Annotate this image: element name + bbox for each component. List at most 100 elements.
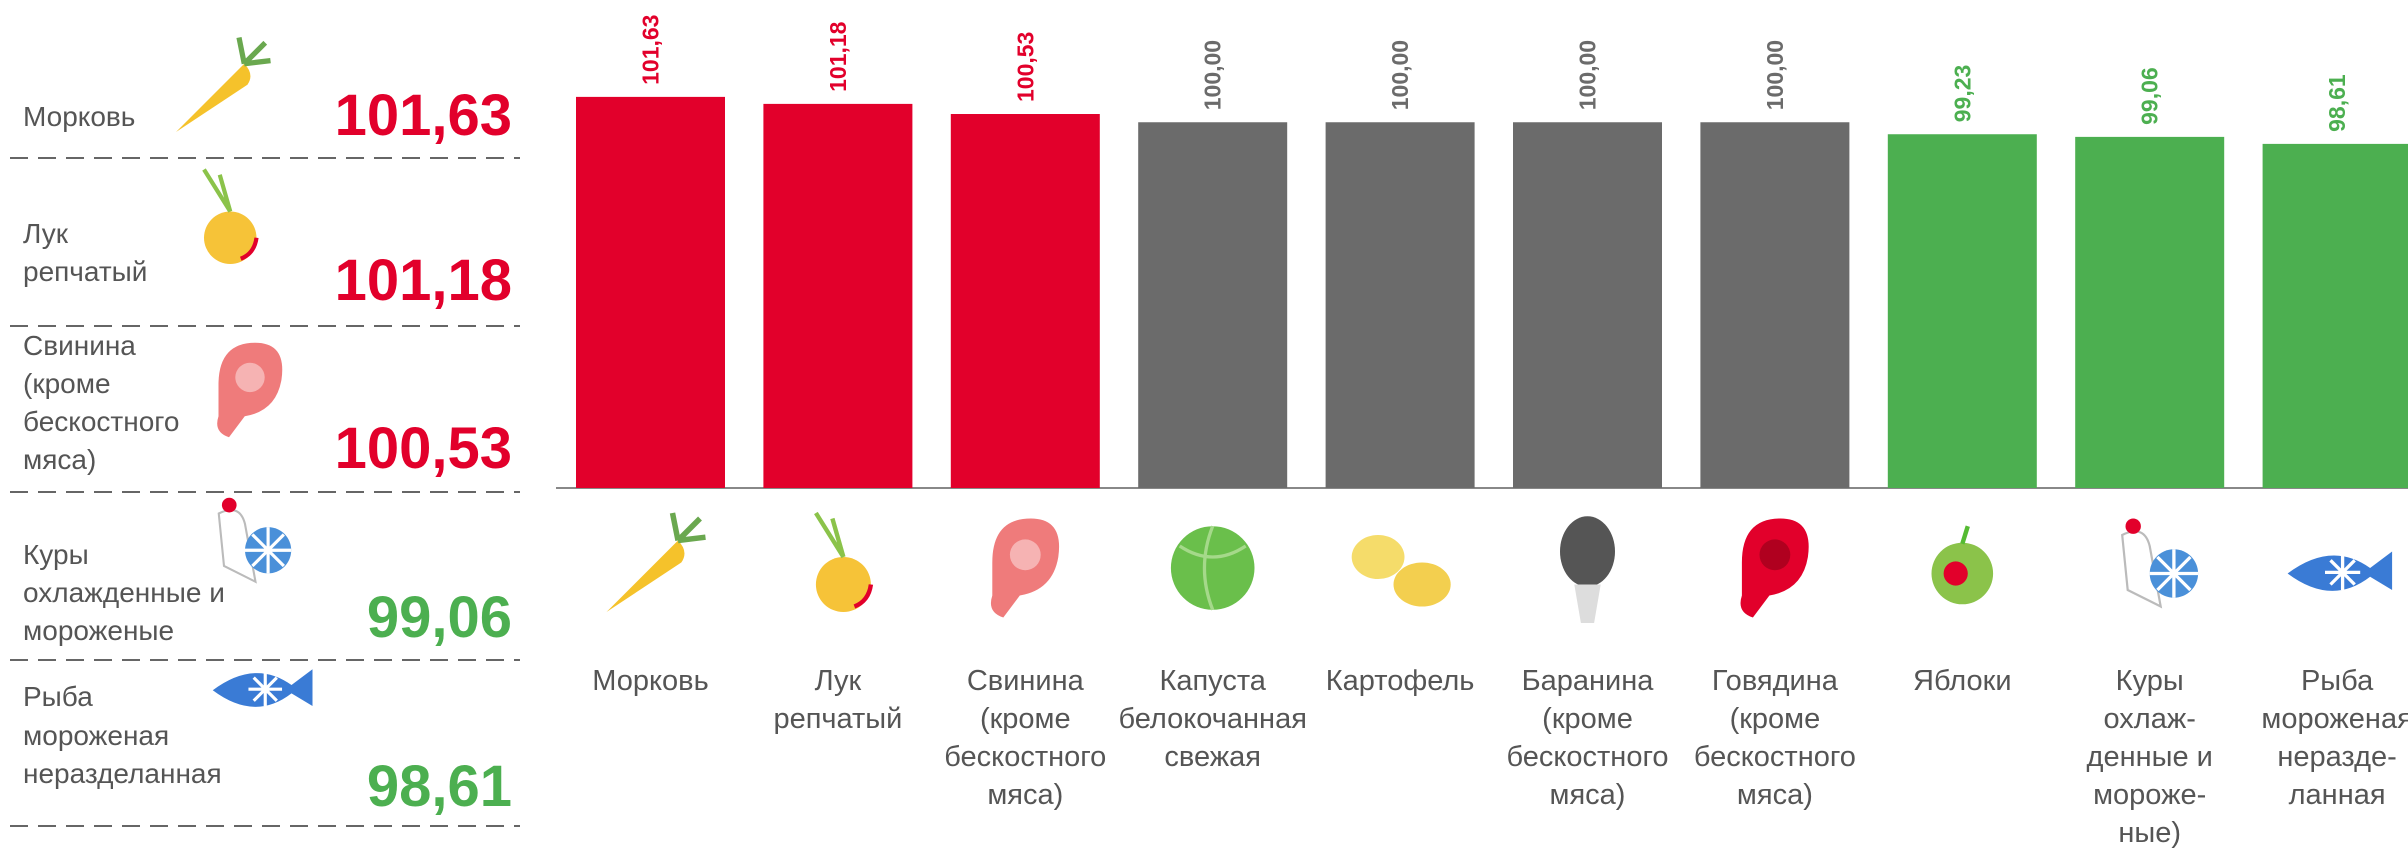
row-value: 99,06 (367, 585, 512, 650)
value-label: 100,00 (1575, 40, 1601, 110)
value-label: 99,23 (1949, 65, 1975, 123)
icon (1560, 516, 1615, 623)
x-tick-label: ные) (2118, 817, 2181, 849)
row-label: Морковь (23, 101, 135, 132)
icon (2288, 552, 2393, 591)
icon-part (1010, 539, 1041, 570)
bar (2075, 137, 2224, 488)
row-label: Рыба (23, 681, 93, 712)
row-label: мороженая (23, 720, 169, 751)
icon-part (1944, 561, 1968, 585)
row-value: 100,53 (335, 416, 512, 481)
value-label: 100,00 (1762, 40, 1788, 110)
row-value: 101,63 (335, 83, 512, 148)
x-tick-label: охлаж- (2103, 703, 2195, 735)
x-tick-label: свежая (1164, 741, 1261, 773)
x-tick-label: Капуста (1159, 665, 1266, 697)
icon (213, 669, 313, 707)
row-label: Лук (23, 218, 69, 249)
x-tick-label: бескостного (1694, 741, 1856, 773)
icon (1932, 526, 1994, 604)
x-tick-label: Говядина (1712, 665, 1839, 697)
x-tick-label: Рыба (2301, 665, 2374, 697)
row-label: неразделанная (23, 758, 222, 789)
value-label: 100,00 (1387, 40, 1413, 110)
x-tick-label: Свинина (967, 665, 1085, 697)
icon-part (1171, 526, 1255, 610)
icon-part (1394, 563, 1451, 607)
icon (816, 513, 871, 612)
icon-part (673, 513, 706, 541)
value-label: 98,61 (2324, 74, 2350, 132)
x-tick-label: мяса) (1737, 779, 1813, 811)
bar (576, 97, 725, 488)
x-tick-label: ланная (2289, 779, 2386, 811)
x-tick-label: Яблоки (1913, 665, 2012, 697)
x-tick-label: бескостного (944, 741, 1106, 773)
row-label: мяса) (23, 444, 96, 475)
x-tick-label: Лук (815, 665, 862, 697)
x-tick-label: неразде- (2277, 741, 2396, 773)
x-tick-label: мяса) (987, 779, 1063, 811)
row-value: 98,61 (367, 754, 512, 819)
icon-part (1760, 539, 1791, 570)
row-label: (кроме (23, 368, 111, 399)
bar (1888, 134, 2037, 488)
bar (1513, 122, 1662, 488)
row-value: 101,18 (335, 248, 512, 313)
icon-part (235, 363, 264, 392)
x-tick-label: денные и (2087, 741, 2213, 773)
x-tick-label: (кроме (1730, 703, 1821, 735)
icon (217, 343, 282, 438)
x-tick-label: Картофель (1326, 665, 1475, 697)
icon-part (222, 498, 237, 513)
icon (204, 170, 257, 265)
icon (991, 519, 1059, 618)
x-tick-label: Баранина (1522, 665, 1655, 697)
x-tick-label: (кроме (1542, 703, 1633, 735)
icon-part (816, 513, 844, 557)
x-tick-label: репчатый (773, 703, 902, 735)
row-label: репчатый (23, 256, 147, 287)
row-label: мороженые (23, 615, 174, 646)
page: 101,63 Морковь 101,18 Лук репчатый 100,53 Свин… (0, 0, 2408, 849)
icon (2122, 519, 2198, 607)
bar (2263, 144, 2408, 488)
value-label: 101,63 (638, 15, 664, 85)
icon-part (1574, 585, 1600, 624)
x-tick-label: Куры (2116, 665, 2184, 697)
icon-part (1352, 535, 1405, 579)
value-label: 101,18 (825, 21, 851, 92)
x-tick-label: Морковь (592, 665, 708, 697)
icon (176, 38, 271, 133)
x-tick-label: мороженая (2261, 703, 2408, 735)
x-tick-label: (кроме (980, 703, 1071, 735)
icon-part (607, 541, 685, 613)
row-label: Свинина (23, 330, 136, 361)
icon-part (1560, 516, 1615, 586)
x-tick-label: мяса) (1550, 779, 1626, 811)
value-label: 100,53 (1012, 32, 1038, 102)
row-label: бескостного (23, 406, 179, 437)
icon-part (239, 38, 271, 64)
icon (1352, 535, 1451, 607)
bar (1138, 122, 1287, 488)
icon-part (2126, 519, 2141, 534)
icon (1741, 519, 1809, 618)
bar (1700, 122, 1849, 488)
row-label: Куры (23, 539, 89, 570)
icon-part (204, 170, 230, 212)
icon (1171, 526, 1255, 610)
bar (1326, 122, 1475, 488)
icon-part (1962, 526, 1968, 544)
x-tick-label: белокочанная (1118, 703, 1306, 735)
x-tick-label: бескостного (1506, 741, 1668, 773)
icon (219, 498, 291, 582)
bar (951, 114, 1100, 488)
icon (607, 513, 706, 612)
x-tick-label: мороже- (2093, 779, 2206, 811)
value-label: 100,00 (1200, 40, 1226, 110)
bar (763, 104, 912, 488)
value-label: 99,06 (2137, 67, 2163, 125)
row-label: охлажденные и (23, 577, 225, 608)
